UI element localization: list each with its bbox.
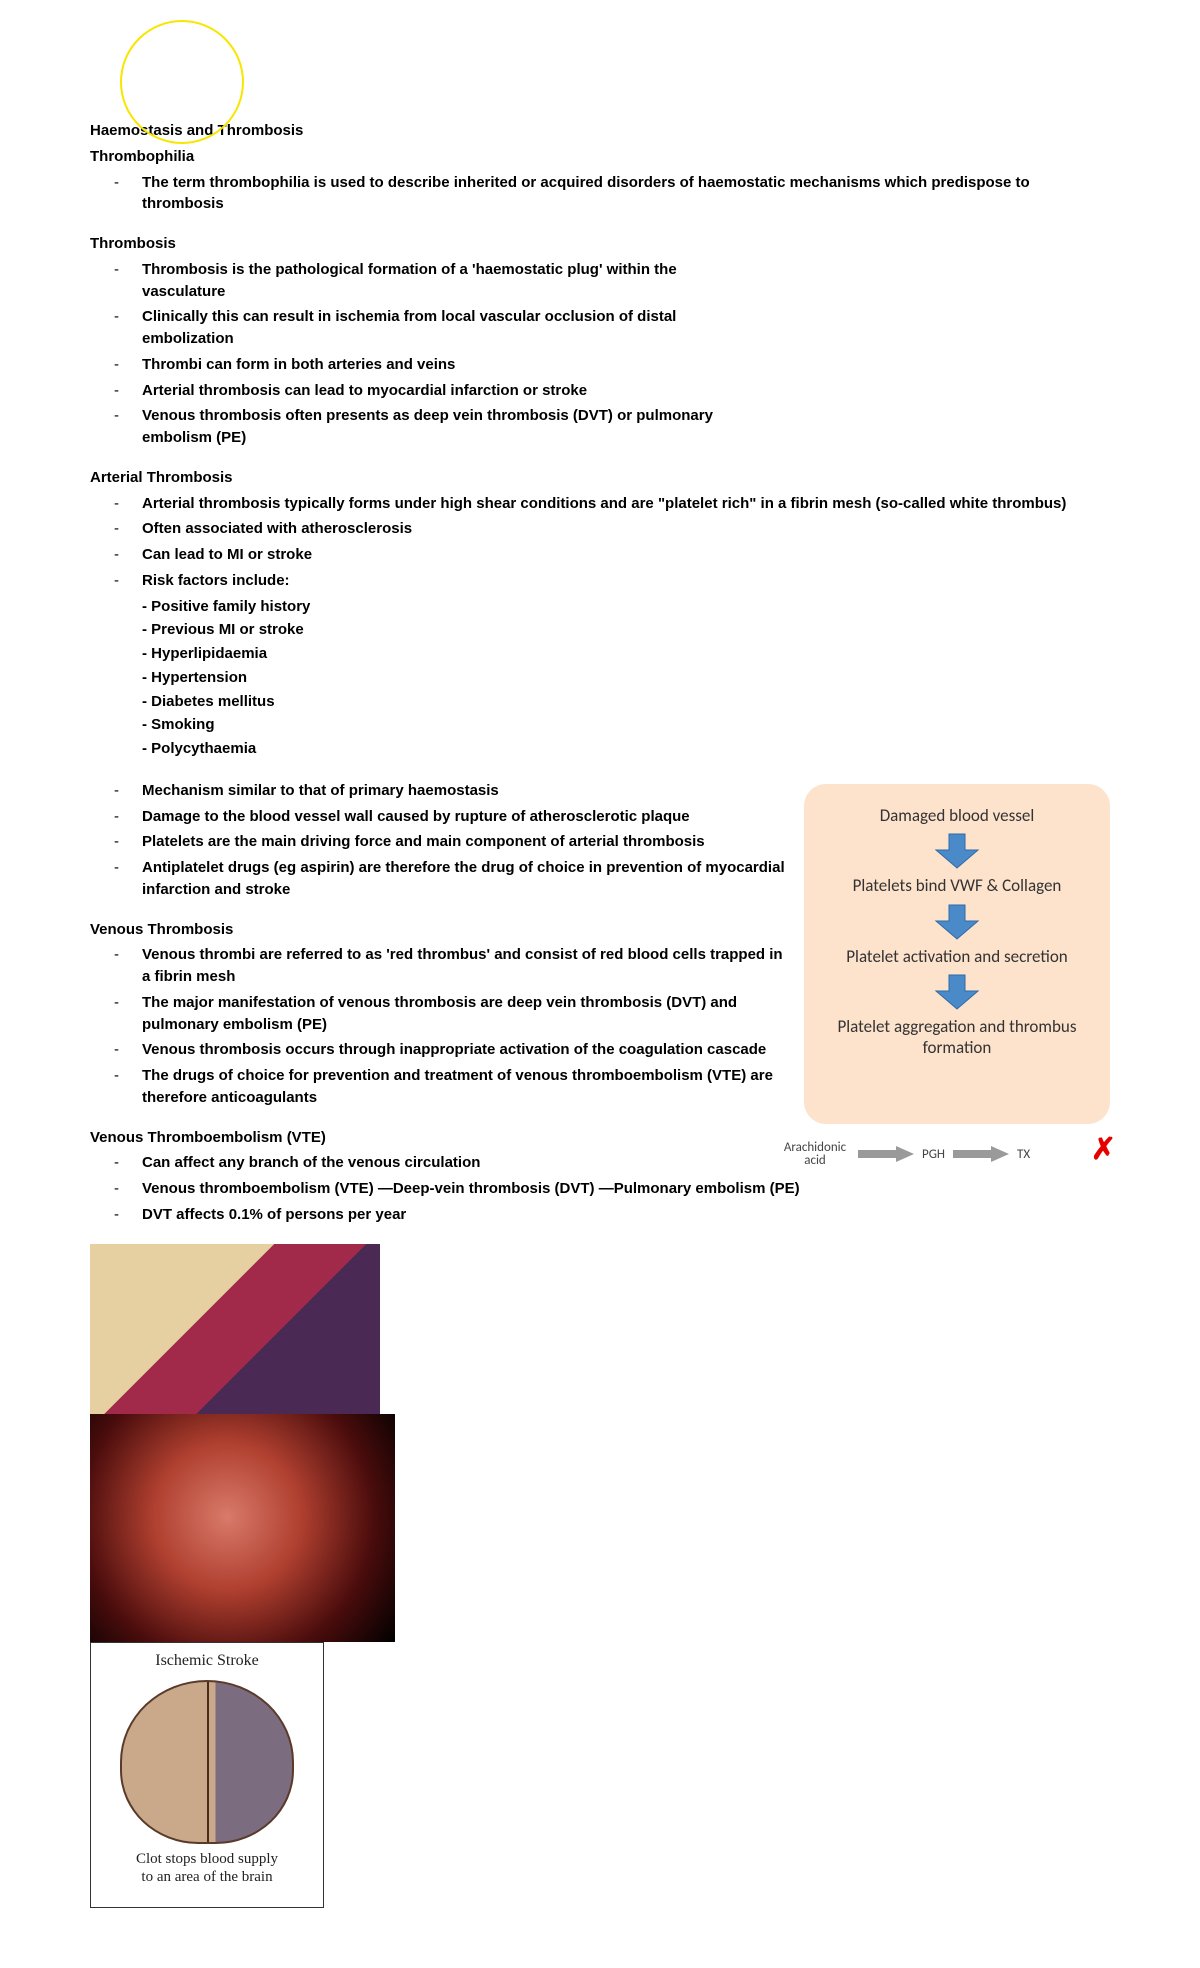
stroke-caption: Clot stops blood supply to an area of th… (91, 1850, 323, 1886)
list-item: Thrombosis is the pathological formation… (114, 259, 754, 303)
list-item: Clinically this can result in ischemia f… (114, 306, 754, 350)
list-item: Can lead to MI or stroke (114, 544, 1110, 566)
list-item: Platelets are the main driving force and… (114, 831, 794, 853)
list-item: Damage to the blood vessel wall caused b… (114, 806, 794, 828)
stroke-title: Ischemic Stroke (91, 1649, 323, 1672)
risk-factor: - Smoking (142, 714, 1110, 736)
list-item: DVT affects 0.1% of persons per year (114, 1204, 1110, 1226)
flow-step: Platelet activation and secretion (814, 947, 1100, 967)
heart-image (90, 1414, 395, 1642)
ischemic-stroke-panel: Ischemic Stroke Clot stops blood supply … (90, 1642, 324, 1908)
risk-factor: - Previous MI or stroke (142, 619, 1110, 641)
flow-step: Damaged blood vessel (814, 806, 1100, 826)
list-item: Arterial thrombosis typically forms unde… (114, 493, 1110, 515)
risk-factor-list: - Positive family history - Previous MI … (142, 596, 1110, 760)
pathway-node: Arachidonic acid (780, 1141, 850, 1167)
document-page: Haemostasis and Thrombosis Thrombophilia… (0, 0, 1200, 1968)
pathway-node: PGH (922, 1148, 945, 1161)
flow-step: Platelets bind VWF & Collagen (814, 876, 1100, 896)
list-item: The drugs of choice for prevention and t… (114, 1065, 794, 1109)
arrow-down-icon (934, 832, 980, 870)
heading-thrombosis: Thrombosis (90, 233, 1110, 255)
list-item: Often associated with atherosclerosis (114, 518, 422, 540)
risk-factor: - Hypertension (142, 667, 1110, 689)
page-title: Haemostasis and Thrombosis (90, 120, 1110, 142)
arrow-down-icon (934, 903, 980, 941)
heading-arterial: Arterial Thrombosis (90, 467, 1110, 489)
risk-factor: - Diabetes mellitus (142, 691, 1110, 713)
highlight-circle (120, 20, 244, 144)
risk-factor: - Polycythaemia (142, 738, 1110, 760)
list-item: The major manifestation of venous thromb… (114, 992, 794, 1036)
list-item: Venous thromboembolism (VTE) —Deep-vein … (114, 1178, 1110, 1200)
list-thrombosis: Thrombosis is the pathological formation… (90, 259, 754, 449)
list-venous: Venous thrombi are referred to as 'red t… (90, 944, 794, 1108)
arrow-right-icon (951, 1145, 1011, 1163)
arachidonic-pathway: Arachidonic acid PGH TX ✗ (780, 1132, 1110, 1176)
vessel-thrombus-image (90, 1244, 380, 1414)
arrow-down-icon (934, 973, 980, 1011)
list-item: Venous thrombi are referred to as 'red t… (114, 944, 794, 988)
brain-illustration (120, 1680, 294, 1844)
list-item: The term thrombophilia is used to descri… (114, 172, 1110, 216)
list-item: Venous thrombosis occurs through inappro… (114, 1039, 794, 1061)
list-item: Venous thrombosis often presents as deep… (114, 405, 754, 449)
list-item: Mechanism similar to that of primary hae… (114, 780, 794, 802)
cross-out-icon: ✗ (1091, 1128, 1116, 1172)
risk-factor: - Positive family history (142, 596, 1110, 618)
flow-step: Platelet aggregation and thrombus format… (814, 1017, 1100, 1058)
list-thrombophilia: The term thrombophilia is used to descri… (90, 172, 1110, 216)
platelet-flowchart: Damaged blood vessel Platelets bind VWF … (804, 784, 1110, 1124)
list-arterial-top: Arterial thrombosis typically forms unde… (90, 493, 1110, 592)
list-item: Thrombi can form in both arteries and ve… (114, 354, 754, 376)
list-item: Antiplatelet drugs (eg aspirin) are ther… (114, 857, 794, 901)
pathway-node: TX (1017, 1148, 1030, 1161)
risk-factor: - Hyperlipidaemia (142, 643, 1110, 665)
arrow-right-icon (856, 1145, 916, 1163)
list-arterial-bottom: Mechanism similar to that of primary hae… (90, 780, 794, 901)
list-item: Risk factors include: (114, 570, 1110, 592)
list-item: Arterial thrombosis can lead to myocardi… (114, 380, 754, 402)
heading-thrombophilia: Thrombophilia (90, 146, 1110, 168)
